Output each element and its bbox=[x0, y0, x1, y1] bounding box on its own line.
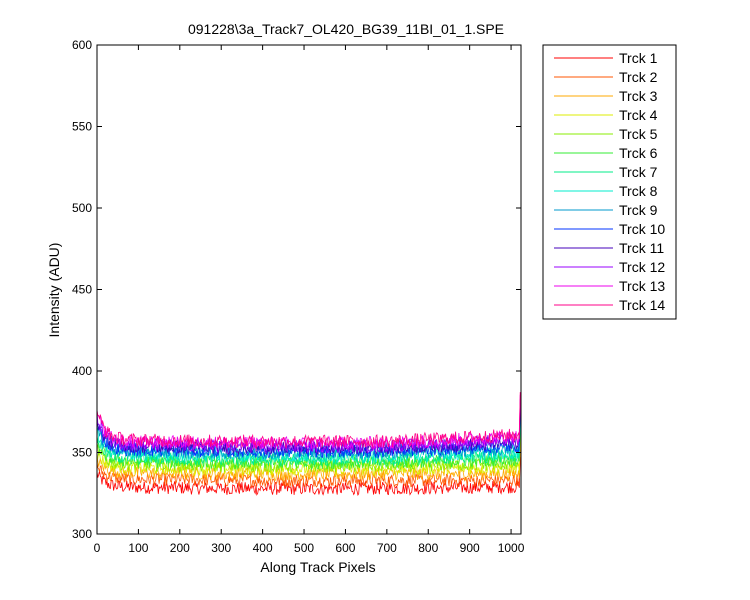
x-tick-label: 1000 bbox=[498, 541, 525, 555]
x-tick-label: 100 bbox=[128, 541, 148, 555]
x-tick-label: 400 bbox=[253, 541, 273, 555]
series-line bbox=[96, 457, 521, 497]
legend-label: Trck 5 bbox=[619, 126, 658, 142]
y-tick-label: 450 bbox=[72, 283, 92, 297]
x-tick-label: 800 bbox=[418, 541, 438, 555]
x-tick-label: 600 bbox=[335, 541, 355, 555]
x-tick-label: 0 bbox=[94, 541, 101, 555]
y-tick-label: 500 bbox=[72, 201, 92, 215]
legend-label: Trck 8 bbox=[619, 183, 658, 199]
y-tick-label: 400 bbox=[72, 364, 92, 378]
series-line bbox=[96, 392, 521, 449]
x-tick-label: 500 bbox=[294, 541, 314, 555]
legend-label: Trck 7 bbox=[619, 164, 658, 180]
x-axis-label: Along Track Pixels bbox=[260, 559, 375, 575]
legend: Trck 1 Trck 2 Trck 3 Trck 4 Trck 5 Trck 6 Trck… bbox=[542, 44, 677, 320]
y-axis: 300 350 400 450 500 550 600 bbox=[72, 38, 521, 541]
legend-label: Trck 1 bbox=[619, 50, 658, 66]
chart-title: 091228\3a_Track7_OL420_BG39_11BI_01_1.SP… bbox=[188, 21, 504, 37]
legend-label: Trck 6 bbox=[619, 145, 658, 161]
legend-label: Trck 11 bbox=[619, 240, 664, 256]
x-tick-label: 300 bbox=[211, 541, 231, 555]
legend-label: Trck 10 bbox=[619, 221, 665, 237]
legend-label: Trck 9 bbox=[619, 202, 658, 218]
series-line bbox=[96, 394, 521, 451]
y-axis-label: Intensity (ADU) bbox=[46, 243, 62, 338]
legend-box bbox=[542, 44, 677, 320]
legend-label: Trck 4 bbox=[619, 107, 658, 123]
x-axis: 0 100 200 300 400 500 600 700 800 900 1000 bbox=[94, 45, 525, 555]
legend-label: Trck 2 bbox=[619, 69, 658, 85]
x-tick-label: 700 bbox=[377, 541, 397, 555]
legend-label: Trck 3 bbox=[619, 88, 658, 104]
y-tick-label: 300 bbox=[72, 527, 92, 541]
y-tick-label: 600 bbox=[72, 38, 92, 52]
plot-area bbox=[96, 392, 521, 497]
x-tick-label: 200 bbox=[170, 541, 190, 555]
legend-label: Trck 13 bbox=[619, 278, 665, 294]
y-tick-label: 550 bbox=[72, 120, 92, 134]
legend-label: Trck 14 bbox=[619, 297, 665, 313]
y-tick-label: 350 bbox=[72, 446, 92, 460]
x-tick-label: 900 bbox=[460, 541, 480, 555]
legend-label: Trck 12 bbox=[619, 259, 665, 275]
